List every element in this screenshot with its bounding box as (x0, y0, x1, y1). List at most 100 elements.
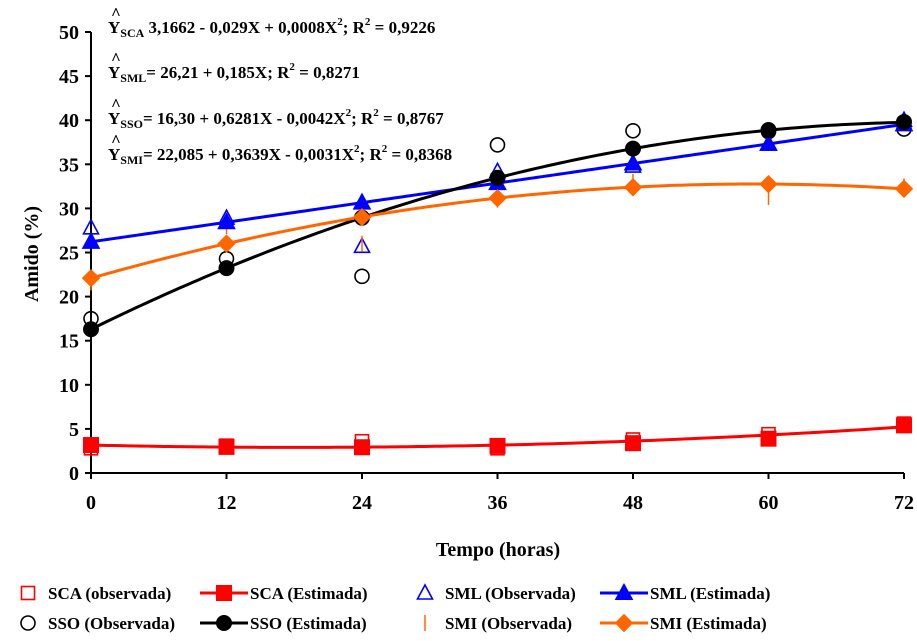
observed-point (489, 137, 506, 153)
legend-label: SMI (Observada) (445, 614, 572, 633)
y-tick-label: 15 (59, 331, 79, 353)
equation-text2: = 0,8271 (295, 63, 360, 82)
legend-item: SCA (Estimada) (200, 584, 368, 603)
estimated-point (894, 179, 914, 199)
x-tick-label: 12 (217, 492, 237, 514)
observed-point (353, 236, 371, 254)
estimated-point (896, 417, 912, 434)
y-tick-label: 10 (59, 375, 79, 397)
equation-text: YSCA 3,1662 - 0,029X + 0,0008X2; R2 = 0,… (108, 16, 435, 40)
legend-item: SML (Observada) (416, 583, 576, 603)
estimated-point (623, 153, 643, 171)
equation-sub: SCA (120, 26, 144, 40)
equation-text2: ; R (351, 109, 374, 128)
equation-text: YSML= 26,21 + 0,185X; R2 = 0,8271 (108, 61, 360, 85)
equation-sup2: 2 (382, 143, 388, 155)
legend-item: SMI (Estimada) (600, 613, 767, 633)
x-axis-title: Tempo (horas) (436, 539, 560, 561)
equation-y: Y (108, 18, 120, 37)
equation-sup2: 2 (373, 107, 379, 119)
axes: 0 5 10 15 20 25 30 35 40 45 50 0 12 24 36 48 60 72 (59, 22, 914, 514)
estimated-point (81, 268, 101, 288)
regression-equation: ^YSMI= 22,085 + 0,3639X - 0,0031X2; R2 =… (108, 131, 452, 167)
equation-text1: = 22,085 + 0,3639X - 0,0031X (143, 145, 355, 164)
equation-sup: 2 (354, 143, 360, 155)
equation-text: YSSO= 16,30 + 0,6281X - 0,0042X2; R2 = 0… (108, 107, 444, 131)
legend-label: SCA (observada) (48, 584, 171, 603)
y-tick-label: 30 (59, 198, 79, 220)
estimated-point (489, 169, 506, 186)
equation-text1: 3,1662 - 0,029X + 0,0008X (144, 18, 338, 37)
legend: SCA (observada) SCA (Estimada) SML (Observ… (20, 582, 770, 633)
x-tick-label: 0 (86, 492, 96, 514)
estimated-point (217, 234, 236, 253)
legend-marker (20, 615, 36, 631)
estimated-point (83, 321, 99, 338)
observed-point (354, 268, 370, 285)
estimated-point (896, 113, 912, 130)
observed-point (625, 122, 641, 139)
estimated-point (760, 430, 777, 447)
legend-item: SMI (Observada) (424, 614, 572, 633)
estimated-point (218, 438, 235, 455)
estimated-point (352, 208, 372, 227)
legend-label: SMI (Estimada) (650, 614, 767, 633)
equation-sup: 2 (337, 16, 343, 28)
legend-marker (614, 613, 634, 633)
estimated-point (81, 231, 101, 249)
y-tick-label: 35 (59, 154, 79, 176)
estimated-point (218, 260, 235, 277)
equation-text: YSMI= 22,085 + 0,3639X - 0,0031X2; R2 = … (108, 143, 452, 167)
equation-sup: 2 (289, 61, 295, 73)
equation-text1: = 26,21 + 0,185X; R (146, 63, 290, 82)
estimated-point (760, 121, 777, 138)
legend-label: SSO (Observada) (48, 614, 175, 633)
y-tick-label: 45 (59, 66, 79, 88)
legend-marker (416, 583, 434, 600)
estimated-point (217, 212, 236, 230)
legend-label: SSO (Estimada) (250, 614, 367, 633)
equation-sub: SSO (120, 117, 143, 131)
legend-item: SML (Estimada) (600, 582, 770, 603)
estimated-point (759, 133, 778, 151)
y-tick-label: 0 (69, 463, 79, 485)
legend-marker (20, 585, 36, 601)
equation-y: Y (108, 109, 120, 128)
equation-y: Y (108, 63, 120, 82)
y-axis-title: Amido (%) (21, 206, 43, 302)
estimated-point (354, 439, 370, 456)
estimated-point (623, 178, 643, 197)
equation-text3: = 0,8368 (387, 145, 452, 164)
x-tick-label: 60 (759, 492, 779, 514)
equation-y: Y (108, 145, 120, 164)
estimated-point (625, 140, 641, 157)
equation-hat: ^ (111, 49, 121, 68)
legend-item: SCA (observada) (20, 584, 171, 603)
legend-item: SSO (Estimada) (200, 614, 367, 633)
y-tick-label: 50 (59, 22, 79, 44)
estimated-point (759, 174, 778, 194)
legend-marker (614, 582, 634, 600)
y-tick-label: 20 (59, 287, 79, 309)
legend-item: SSO (Observada) (20, 614, 175, 633)
equation-hat: ^ (111, 4, 121, 23)
equation-text3: = 0,9226 (370, 18, 435, 37)
regression-equation: ^YSSO= 16,30 + 0,6281X - 0,0042X2; R2 = … (108, 95, 444, 131)
estimated-points (81, 113, 914, 456)
legend-marker (216, 585, 232, 601)
x-tick-label: 36 (488, 492, 508, 514)
equation-hat: ^ (111, 95, 121, 114)
estimated-point (488, 188, 507, 208)
y-tick-label: 40 (59, 110, 79, 132)
legend-label: SML (Observada) (445, 584, 576, 603)
y-tick-label: 25 (59, 243, 79, 265)
equation-sup: 2 (346, 107, 352, 119)
estimated-point (625, 435, 641, 452)
equation-sup2: 2 (365, 16, 371, 28)
legend-marker (216, 615, 232, 631)
regression-equation: ^YSCA 3,1662 - 0,029X + 0,0008X2; R2 = 0… (108, 4, 435, 40)
equation-sub: SML (120, 71, 146, 85)
regression-equations: ^YSCA 3,1662 - 0,029X + 0,0008X2; R2 = 0… (108, 4, 452, 167)
legend-label: SCA (Estimada) (250, 584, 368, 603)
